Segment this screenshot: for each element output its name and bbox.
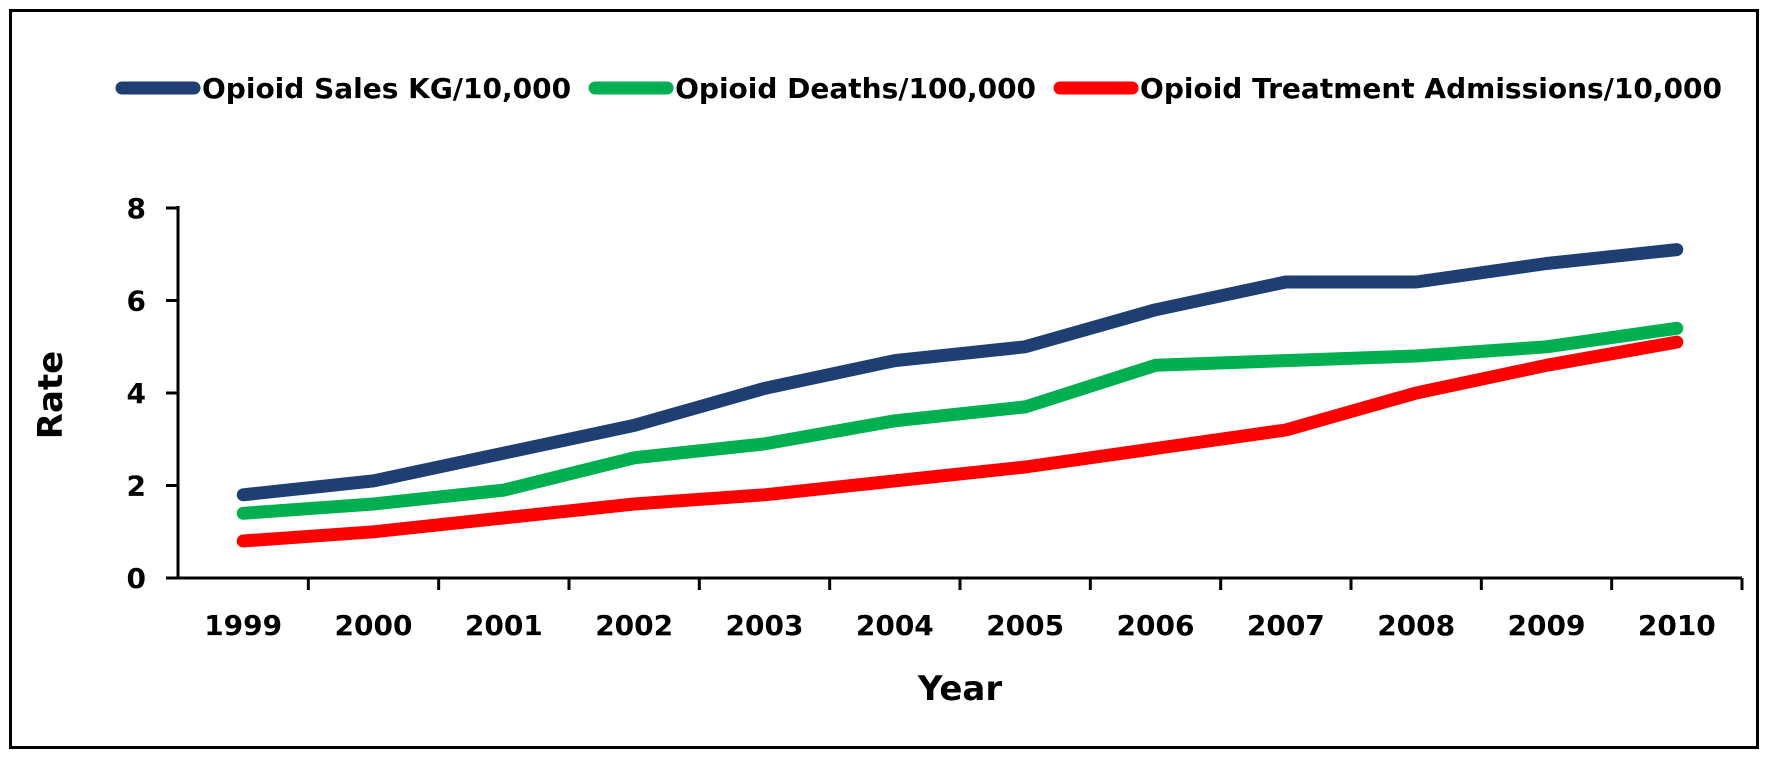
series-line-2 xyxy=(236,321,1684,520)
x-tick-label: 2010 xyxy=(1638,609,1716,642)
x-tick-label: 1999 xyxy=(204,609,282,642)
legend: Opioid Sales KG/10,000 Opioid Deaths/100,… xyxy=(115,72,1722,105)
y-tick-label: 6 xyxy=(127,285,146,318)
legend-label-3: Opioid Treatment Admissions/10,000 xyxy=(1140,72,1722,105)
y-axis-title: Rate xyxy=(31,351,71,439)
x-tick-label: 2000 xyxy=(335,609,413,642)
x-tick-label: 2009 xyxy=(1508,609,1586,642)
x-tick-label: 2008 xyxy=(1377,609,1455,642)
y-tick-label: 8 xyxy=(127,192,146,225)
legend-label-2: Opioid Deaths/100,000 xyxy=(675,72,1036,105)
y-tick-label: 2 xyxy=(127,470,146,503)
series-lines xyxy=(236,243,1684,548)
x-tick-label: 2004 xyxy=(856,609,934,642)
series-line-1 xyxy=(236,243,1684,502)
axes: 0 2 4 6 8 1999 2000 2001 2002 2003 2004 2005 2006 200… xyxy=(127,192,1744,642)
x-tick-label: 2007 xyxy=(1247,609,1325,642)
x-tick-label: 2005 xyxy=(986,609,1064,642)
x-tick-label: 2002 xyxy=(595,609,673,642)
x-tick-label: 2003 xyxy=(726,609,804,642)
x-tick-label: 2001 xyxy=(465,609,543,642)
series-line-3 xyxy=(236,335,1684,548)
legend-label-1: Opioid Sales KG/10,000 xyxy=(202,72,571,105)
x-axis-title: Year xyxy=(917,669,1003,709)
x-tick-label: 2006 xyxy=(1117,609,1195,642)
y-tick-label: 0 xyxy=(127,562,146,595)
y-tick-label: 4 xyxy=(127,377,146,410)
